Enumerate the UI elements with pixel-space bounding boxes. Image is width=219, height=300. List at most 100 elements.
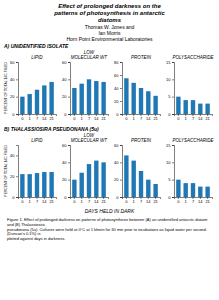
- x-axis: 0171421: [175, 197, 213, 204]
- y-tick-label: 40: [62, 77, 67, 82]
- x-tick-label: 1: [29, 199, 32, 204]
- y-tick-label: 40: [62, 160, 67, 165]
- x-tick: 1: [133, 114, 136, 121]
- y-tick: 15: [166, 143, 174, 148]
- bar: [176, 97, 180, 114]
- x-tick: 21: [49, 197, 54, 204]
- caption: plotted against days in darkness.: [7, 236, 65, 241]
- y-axis: 0 5 10 15: [166, 143, 174, 200]
- bar: [42, 172, 46, 197]
- x-axis: 0171421: [123, 114, 161, 121]
- x-tick-label: 7: [36, 116, 39, 121]
- x-tick: 0: [177, 197, 180, 204]
- y-tick-mark: [68, 114, 70, 115]
- y-tick-mark: [16, 114, 18, 115]
- bar: [20, 174, 24, 197]
- y-axis: 0204060: [10, 60, 18, 117]
- y-tick: 0: [12, 112, 18, 117]
- y-tick-label: 0: [64, 195, 67, 200]
- x-tick: 7: [140, 197, 143, 204]
- y-tick: 40: [10, 153, 18, 158]
- panel-title: PROTEIN: [131, 138, 152, 143]
- y-tick-label: 0: [116, 195, 119, 200]
- section-label: B) THALASSIOSIRA PSEUDONANA (5u): [4, 126, 99, 132]
- y-tick: 5: [168, 177, 174, 182]
- x-tick: 0: [21, 114, 24, 121]
- x-tick-label: 14: [94, 199, 99, 204]
- y-tick: 40: [62, 77, 70, 82]
- y-tick-mark: [172, 180, 174, 181]
- bars: [72, 79, 106, 114]
- y-tick-label: 40: [10, 77, 15, 82]
- x-tick: 21: [153, 114, 158, 121]
- title: diatoms: [98, 17, 122, 23]
- x-tick-label: 1: [185, 199, 188, 204]
- y-tick-label: 60: [62, 60, 67, 65]
- x-tick: 0: [73, 197, 76, 204]
- bar: [198, 187, 202, 197]
- bar: [87, 79, 91, 114]
- bar: [42, 85, 46, 114]
- bar: [28, 94, 32, 114]
- x-tick: 0: [73, 114, 76, 121]
- x-tick: 14: [42, 114, 47, 121]
- panel-title: POLYSACCHARIDE: [172, 55, 214, 60]
- y-tick-label: 15: [166, 60, 171, 65]
- y-tick: 20: [114, 99, 122, 104]
- x-tick: 21: [101, 197, 106, 204]
- y-tick-mark: [120, 197, 122, 198]
- y-tick-mark: [172, 97, 174, 98]
- y-tick-label: 0: [116, 112, 119, 117]
- y-tick: 20: [10, 174, 18, 179]
- bar: [94, 81, 98, 114]
- x-tick: 1: [81, 197, 84, 204]
- bar: [124, 78, 128, 114]
- bar: [124, 155, 128, 197]
- y-tick-mark: [120, 162, 122, 163]
- y-axis: 02040: [10, 146, 18, 200]
- x-tick: 14: [146, 197, 151, 204]
- panel-title: PROTEIN: [131, 55, 152, 60]
- x-tick-label: 21: [49, 199, 54, 204]
- panel: 0171421020406080PROTEIN: [114, 55, 160, 121]
- bar: [191, 183, 195, 197]
- panel-title: LIPID: [31, 138, 43, 143]
- y-axis-line: [16, 146, 19, 198]
- x-axis: 0171421: [19, 114, 57, 121]
- x-tick-label: 14: [146, 199, 151, 204]
- x-tick: 1: [185, 197, 188, 204]
- y-tick: 60: [114, 143, 122, 148]
- x-tick-label: 7: [140, 199, 143, 204]
- y-tick-mark: [120, 101, 122, 102]
- x-tick: 1: [29, 114, 32, 121]
- panel-title: POLYSACCHARIDE: [172, 138, 214, 143]
- x-tick-label: 0: [125, 199, 128, 204]
- x-tick-label: 0: [177, 199, 180, 204]
- bars: [124, 78, 158, 114]
- y-tick-label: 20: [62, 94, 67, 99]
- y-axis-line: [68, 146, 71, 198]
- y-tick-mark: [172, 62, 174, 63]
- bar: [28, 174, 32, 197]
- x-axis: 0171421: [71, 114, 109, 121]
- x-tick-label: 0: [177, 116, 180, 121]
- x-tick: 7: [36, 197, 39, 204]
- y-tick-label: 80: [114, 60, 119, 65]
- y-tick-label: 10: [166, 160, 171, 165]
- y-tick-mark: [16, 79, 18, 80]
- x-axis: 0171421: [175, 114, 213, 121]
- x-tick-label: 1: [29, 116, 32, 121]
- x-tick-label: 7: [36, 199, 39, 204]
- caption: pseudonana (5u). Cultures were held at 0…: [7, 227, 208, 237]
- y-tick-mark: [172, 79, 174, 80]
- bar: [191, 100, 195, 114]
- y-axis: 051015: [166, 60, 174, 117]
- x-axis: 0171421: [19, 197, 57, 204]
- y-tick-label: 0: [168, 195, 171, 200]
- x-tick-label: 14: [42, 116, 47, 121]
- bars: [20, 172, 54, 197]
- x-tick-label: 0: [125, 116, 128, 121]
- y-tick: 0: [64, 112, 70, 117]
- y-axis-line: [172, 146, 175, 198]
- bar: [184, 100, 188, 114]
